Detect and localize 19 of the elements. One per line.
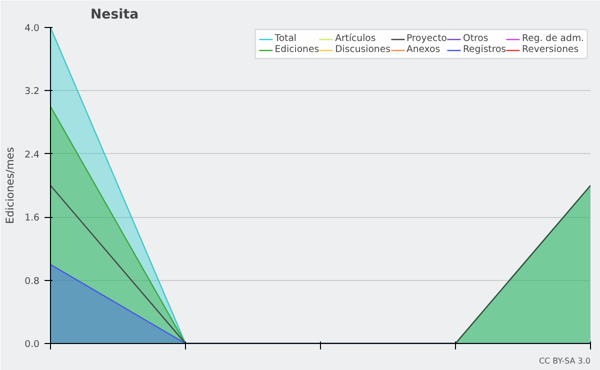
y-tick-label: 2.4: [24, 149, 40, 160]
legend-label: Discusiones: [335, 44, 390, 55]
legend-label: Reg. de adm.: [522, 33, 584, 44]
legend-label: Registros: [463, 44, 506, 55]
y-tick-label: 0.8: [24, 276, 40, 287]
legend-label: Artículos: [335, 33, 376, 44]
y-tick-label: 1.6: [24, 212, 40, 224]
legend-label: Total: [274, 33, 297, 44]
y-tick-label: 0.0: [24, 339, 40, 350]
legend-label: Otros: [463, 33, 488, 44]
y-axis-title: Ediciones/mes: [4, 146, 17, 224]
chart-title: Nesita: [90, 8, 139, 22]
legend-label: Reversiones: [522, 44, 579, 55]
text: CC BY-SA 3.0: [538, 356, 591, 366]
legend-label: Anexos: [406, 44, 440, 55]
legend-label: Ediciones: [274, 44, 320, 55]
y-tick-label: 3.2: [24, 86, 40, 98]
y-tick-label: 4.0: [24, 23, 40, 34]
legend-label: Proyecto: [406, 33, 447, 44]
